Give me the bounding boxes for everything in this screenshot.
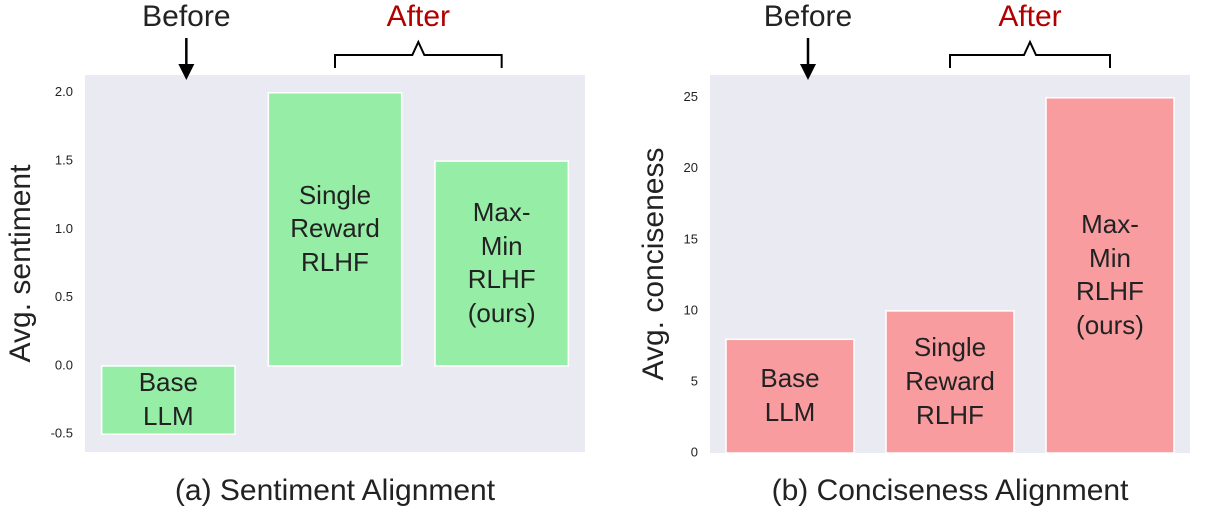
- bar: [434, 160, 570, 367]
- y-tick-label: 25: [684, 89, 698, 104]
- bar-label: Max-Min RLHF (ours): [435, 161, 568, 366]
- bracket: [334, 39, 503, 68]
- bar-label: Base LLM: [726, 339, 854, 453]
- chart-title: (b) Conciseness Alignment: [772, 474, 1130, 507]
- bracket: [949, 39, 1111, 68]
- y-tick-label: 1.5: [55, 152, 73, 167]
- annotation: After: [998, 0, 1061, 33]
- arrow-head: [800, 64, 816, 80]
- y-tick-label: 15: [684, 231, 698, 246]
- y-tick-label: -0.5: [51, 426, 73, 441]
- y-axis-label: Avg. conciseness: [637, 148, 670, 381]
- bar-label: Max-Min RLHF (ours): [1046, 98, 1174, 453]
- y-tick-label: 2.0: [55, 84, 73, 99]
- y-tick-label: 0.0: [55, 357, 73, 372]
- chart-title: (a) Sentiment Alignment: [175, 474, 496, 507]
- bar: [1045, 96, 1175, 454]
- category-label: Base LLM: [138, 367, 198, 432]
- category-label: Base LLM: [760, 363, 820, 428]
- annotation: After: [387, 0, 450, 33]
- bar-label: Single Reward RLHF: [886, 311, 1014, 453]
- y-tick-label: 1.0: [55, 221, 73, 236]
- y-tick-label: 5: [691, 373, 698, 388]
- y-tick-label: 0.5: [55, 289, 73, 304]
- category-label: Single Reward RLHF: [905, 332, 995, 430]
- category-label: Max-Min RLHF (ours): [467, 196, 536, 329]
- bar-label: Single Reward RLHF: [268, 93, 401, 366]
- bar-label: Base LLM: [102, 366, 235, 434]
- y-axis-label: Avg. sentiment: [4, 164, 37, 363]
- category-label: Single Reward RLHF: [290, 179, 380, 278]
- annotation: Before: [142, 0, 230, 33]
- arrow-head: [178, 64, 195, 80]
- y-tick-label: 20: [684, 160, 698, 175]
- bar: [885, 310, 1015, 454]
- y-tick-label: 10: [684, 302, 698, 317]
- y-tick-label: 0: [691, 444, 698, 459]
- bar: [100, 365, 236, 435]
- bar: [267, 92, 403, 367]
- category-label: Max-Min RLHF (ours): [1076, 208, 1144, 341]
- bar: [725, 338, 855, 454]
- annotation: Before: [764, 0, 852, 33]
